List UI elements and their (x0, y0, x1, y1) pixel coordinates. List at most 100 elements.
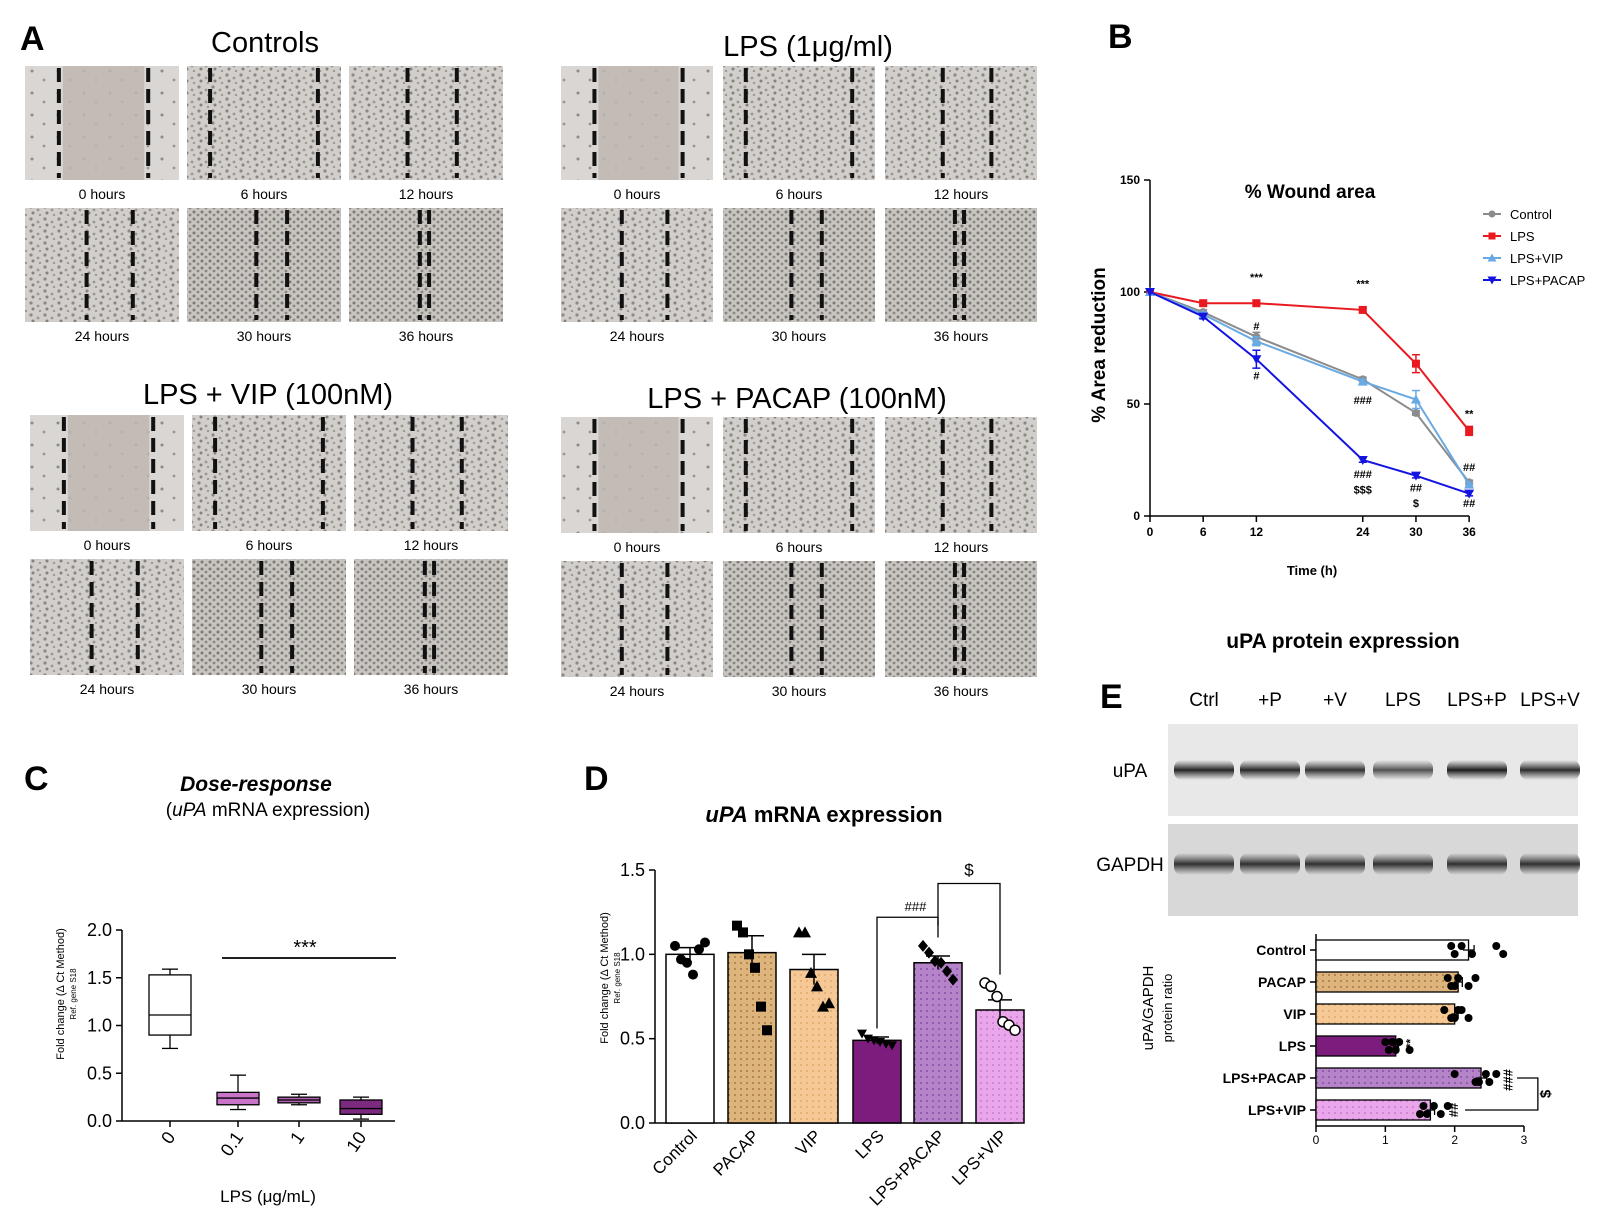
time-label: 36 hours (399, 328, 453, 344)
bar-LPS (852, 1039, 902, 1124)
time-label: 0 hours (84, 537, 131, 553)
wound-gap (62, 66, 145, 180)
data-point (887, 1041, 897, 1051)
micrograph-image (354, 559, 508, 675)
micrograph-image (30, 559, 184, 675)
y-tick-label: Control (1256, 942, 1306, 958)
data-point (1485, 1078, 1494, 1086)
y-tick-label: LPS+VIP (1248, 1102, 1306, 1118)
time-label: 12 hours (934, 539, 988, 555)
y-tick-label: LPS (1279, 1038, 1306, 1054)
data-point (1499, 950, 1508, 958)
bar-LPS+PACAP (913, 962, 963, 1124)
chart-b-ylabel: % Area reduction (1089, 267, 1110, 423)
data-point (985, 980, 997, 993)
data-point-LPS (1358, 305, 1367, 314)
data-point (688, 969, 698, 980)
y-tick-label: 0.5 (620, 1029, 645, 1049)
series-line-LPS (1149, 291, 1470, 432)
chart-d-title-gene: uPA (705, 802, 747, 827)
x-tick-label: 12 (1250, 525, 1264, 539)
micrograph-image (723, 208, 875, 322)
blot-band (1520, 853, 1580, 875)
bar-Control (665, 953, 715, 1124)
micrograph-image (885, 66, 1037, 180)
bar-PACAP (727, 951, 777, 1124)
time-label: 36 hours (934, 328, 988, 344)
chart-b-title: % Wound area (1245, 182, 1376, 203)
data-point (1405, 1046, 1414, 1054)
y-tick-label: VIP (1283, 1006, 1306, 1022)
time-label: 24 hours (80, 681, 134, 697)
blot-band (1305, 760, 1365, 780)
blot-band (1520, 760, 1580, 780)
data-point (1381, 1038, 1390, 1046)
lane-label-LPS+V: LPS+V (1520, 690, 1580, 711)
time-label: 30 hours (772, 683, 826, 699)
chart-e-title: uPA protein expression (1226, 630, 1459, 653)
chart-c-ylabel: Fold change (Δ Ct Method) (55, 928, 67, 1059)
significance-mark: # (1253, 370, 1259, 382)
micrograph-image (25, 208, 179, 322)
significance-mark: ## (1410, 482, 1422, 494)
time-label: 36 hours (404, 681, 458, 697)
x-tick-label: 0 (1313, 1133, 1320, 1147)
significance-bracket (937, 882, 1001, 975)
box-10 (339, 1099, 383, 1115)
data-point (1471, 1078, 1480, 1086)
lane-label-LPS: LPS (1385, 690, 1421, 711)
time-label: 24 hours (75, 328, 129, 344)
y-tick-label: 50 (1127, 397, 1141, 411)
data-point-LPS+PACAP (1464, 489, 1475, 499)
micrograph-image (354, 415, 508, 531)
chart-c-plot: 0.0 0.5 1.0 1.5 2.0 0 0.1 1 10 *** (87, 920, 396, 1160)
micrograph-image (187, 208, 341, 322)
series-line-LPS+PACAP (1149, 291, 1470, 495)
chart-c-xlabel: LPS (μg/mL) (220, 1187, 316, 1206)
time-label: 6 hours (776, 539, 823, 555)
x-tick-label: 1 (286, 1128, 308, 1148)
panel-c: C Dose-response (uPA mRNA expression) 0.… (24, 760, 396, 1206)
legend-label: LPS+VIP (1510, 251, 1563, 266)
time-label: 36 hours (934, 683, 988, 699)
micrograph-image (561, 561, 713, 677)
y-tick-label: 1.0 (87, 1016, 112, 1036)
blot-band (1447, 760, 1507, 780)
x-tick-label: LPS+VIP (948, 1126, 1011, 1189)
group-title-3: LPS + PACAP (100nM) (647, 383, 947, 415)
time-label: 30 hours (242, 681, 296, 697)
data-point (1388, 1038, 1397, 1046)
group-title-1: LPS (1μg/ml) (723, 31, 893, 63)
x-tick-label: 36 (1462, 525, 1476, 539)
micrograph-image (885, 208, 1037, 322)
legend-label: LPS+PACAP (1510, 273, 1585, 288)
time-label: 12 hours (399, 186, 453, 202)
data-point-LPS+PACAP (1145, 288, 1155, 297)
bar-PACAP (1315, 971, 1459, 993)
series-line-Control (1149, 291, 1470, 484)
data-point (1440, 1006, 1449, 1014)
time-label: 6 hours (241, 186, 288, 202)
time-label: 0 hours (614, 186, 661, 202)
data-point-LPS+VIP (1357, 376, 1368, 386)
data-point (1391, 1046, 1400, 1054)
significance-mark: ### (1354, 395, 1372, 407)
data-point-LPS+PACAP (1357, 456, 1368, 465)
y-tick-label: 100 (1120, 285, 1140, 299)
data-point (1416, 1110, 1424, 1118)
x-tick-label: PACAP (710, 1126, 763, 1179)
data-point (1384, 1046, 1393, 1054)
x-tick-label: Control (649, 1126, 701, 1178)
micrograph-image (723, 561, 875, 677)
y-tick-label: 0.5 (87, 1063, 112, 1083)
group-title-0: Controls (211, 27, 319, 59)
time-label: 12 hours (404, 537, 458, 553)
chart-e-plot: 0 1 2 3 Control PACAP VIP LPS LPS+PACAP LPS+VIP **… (1223, 934, 1554, 1147)
x-tick-label: 3 (1521, 1133, 1528, 1147)
bar-VIP (1315, 1003, 1456, 1025)
time-label: 0 hours (614, 539, 661, 555)
data-point (1422, 1110, 1431, 1118)
y-tick-label: 2.0 (87, 920, 112, 940)
significance-mark: ### (905, 899, 927, 914)
data-point (1457, 942, 1466, 950)
